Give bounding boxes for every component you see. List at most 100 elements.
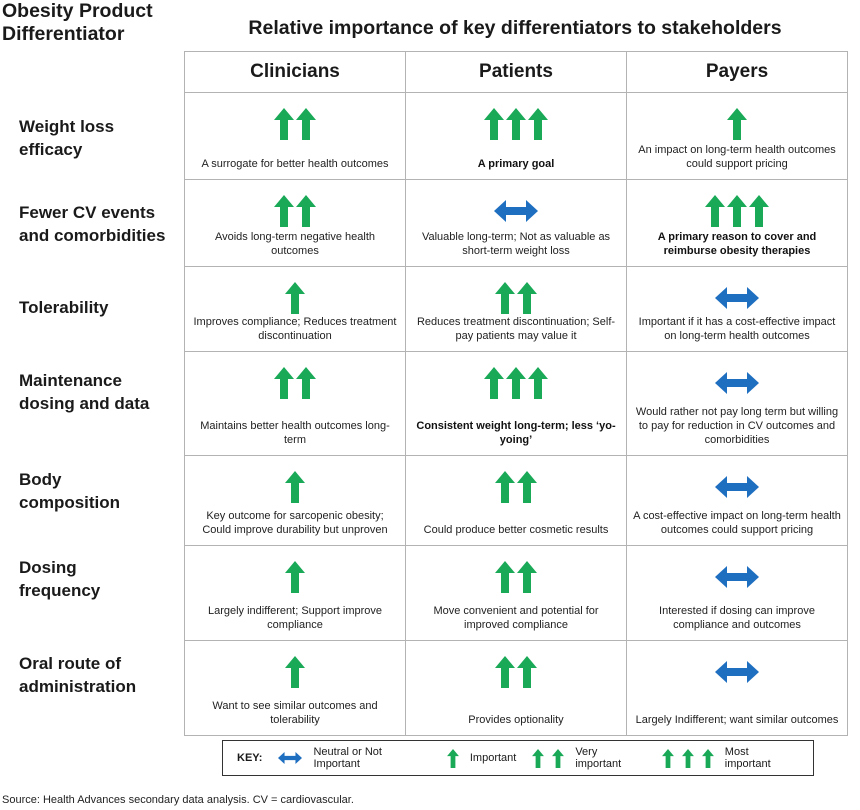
up-arrow-icon-shape xyxy=(296,108,316,140)
cell-description: Key outcome for sarcopenic obesity; Coul… xyxy=(202,510,388,536)
table-cell: Want to see similar outcomes and tolerab… xyxy=(184,640,406,736)
cell-content: Reduces treatment discontinuation; Self-… xyxy=(406,267,626,351)
corner-title-line-1: Obesity Product xyxy=(2,0,153,22)
table-cell: Avoids long-term negative health outcome… xyxy=(184,179,406,267)
up-arrow-icon xyxy=(495,281,537,315)
row-label: Body composition xyxy=(19,468,120,514)
up-arrow-icon xyxy=(484,107,548,141)
cell-description: Improves compliance; Reduces treatment d… xyxy=(193,316,397,342)
cell-content: A primary goal xyxy=(406,93,626,179)
table-cell: Would rather not pay long term but willi… xyxy=(626,351,848,456)
table-cell: Reduces treatment discontinuation; Self-… xyxy=(405,266,627,352)
key-item: Important xyxy=(446,741,516,775)
up-arrow-icon-shape xyxy=(517,471,537,503)
up-arrow-icon-shape xyxy=(701,748,714,768)
up-arrow-icon xyxy=(446,741,465,775)
table-cell: Largely indifferent; Support improve com… xyxy=(184,545,406,641)
up-arrow-icon xyxy=(661,741,720,775)
cell-content: Largely indifferent; Support improve com… xyxy=(185,546,405,640)
cell-content: Move convenient and potential for improv… xyxy=(406,546,626,640)
up-arrow-icon xyxy=(274,366,316,400)
up-arrow-icon-shape xyxy=(506,108,526,140)
cell-content: Consistent weight long-term; less ‘yo-yo… xyxy=(406,352,626,455)
up-arrow-icon-shape xyxy=(532,748,545,768)
cell-description: Could produce better cosmetic results xyxy=(423,524,609,536)
cell-content: Could produce better cosmetic results xyxy=(406,456,626,545)
cell-content: Want to see similar outcomes and tolerab… xyxy=(185,641,405,735)
table-cell: Key outcome for sarcopenic obesity; Coul… xyxy=(184,455,406,546)
table-row: Largely indifferent; Support improve com… xyxy=(184,545,848,641)
up-arrow-icon-shape xyxy=(506,367,526,399)
row-label-line: frequency xyxy=(19,581,101,600)
cell-description: A primary goal xyxy=(477,158,555,170)
table-cell: Consistent weight long-term; less ‘yo-yo… xyxy=(405,351,627,456)
row-label-line: Body xyxy=(19,470,62,489)
table-cell: Provides optionality xyxy=(405,640,627,736)
row-label: Oral route of administration xyxy=(19,652,136,698)
cell-description: A surrogate for better health outcomes xyxy=(201,158,389,170)
row-label-line: composition xyxy=(19,493,121,512)
up-arrow-icon xyxy=(495,470,537,504)
table-cell: A cost-effective impact on long-term hea… xyxy=(626,455,848,546)
up-arrow-icon-shape xyxy=(517,656,537,688)
double-arrow-icon-shape xyxy=(715,372,759,394)
double-arrow-icon-shape xyxy=(715,661,759,683)
table-header-row: Clinicians Patients Payers xyxy=(184,51,848,93)
cell-content: Interested if dosing can improve complia… xyxy=(627,546,847,640)
cell-description: Would rather not pay long term but willi… xyxy=(635,406,839,446)
table-row: A surrogate for better health outcomes A … xyxy=(184,92,848,180)
corner-title-line-2: Differentiator xyxy=(2,23,125,45)
row-label: Tolerability xyxy=(19,296,108,319)
cell-content: A primary reason to cover and reimburse … xyxy=(627,180,847,266)
double-arrow-icon-shape xyxy=(715,287,759,309)
up-arrow-icon-shape xyxy=(274,195,294,227)
double-arrow-icon xyxy=(278,741,308,775)
double-arrow-icon-shape xyxy=(715,566,759,588)
differentiator-table: Clinicians Patients Payers A surrogate f… xyxy=(184,51,848,736)
cell-content: Largely Indifferent; want similar outcom… xyxy=(627,641,847,735)
up-arrow-icon xyxy=(274,194,316,228)
cell-content: Maintains better health outcomes long-te… xyxy=(185,352,405,455)
cell-content: Would rather not pay long term but willi… xyxy=(627,352,847,455)
cell-description: Largely Indifferent; want similar outcom… xyxy=(635,714,839,726)
cell-description: Valuable long-term; Not as valuable as s… xyxy=(421,231,611,257)
table-row: Improves compliance; Reduces treatment d… xyxy=(184,266,848,352)
up-arrow-icon-shape xyxy=(296,367,316,399)
double-arrow-icon xyxy=(715,655,759,689)
up-arrow-icon-shape xyxy=(727,195,747,227)
cell-description: Avoids long-term negative health outcome… xyxy=(214,231,375,257)
cell-description: Maintains better health outcomes long-te… xyxy=(200,420,390,446)
table-cell: Largely Indifferent; want similar outcom… xyxy=(626,640,848,736)
up-arrow-icon-shape xyxy=(495,561,515,593)
up-arrow-icon xyxy=(285,470,305,504)
row-label-line: Oral route of xyxy=(19,654,122,673)
row-label: Weight loss efficacy xyxy=(19,115,114,161)
cell-content: An impact on long-term health outcomes c… xyxy=(627,93,847,179)
row-label-line: and comorbidities xyxy=(19,226,166,245)
table-cell: A surrogate for better health outcomes xyxy=(184,92,406,180)
double-arrow-icon xyxy=(715,281,759,315)
key-item: Neutral or Not Important xyxy=(278,741,430,775)
row-label-line: Fewer CV events xyxy=(19,203,156,222)
double-arrow-icon-shape xyxy=(278,752,303,764)
up-arrow-icon-shape xyxy=(285,656,305,688)
table-cell: Valuable long-term; Not as valuable as s… xyxy=(405,179,627,267)
cell-description: An impact on long-term health outcomes c… xyxy=(638,144,836,170)
source-note: Source: Health Advances secondary data a… xyxy=(2,794,354,806)
up-arrow-icon-shape xyxy=(285,561,305,593)
up-arrow-icon xyxy=(495,560,537,594)
up-arrow-icon-shape xyxy=(285,282,305,314)
cell-content: Important if it has a cost-effective imp… xyxy=(627,267,847,351)
up-arrow-icon xyxy=(705,194,769,228)
double-arrow-icon xyxy=(715,366,759,400)
double-arrow-icon-shape xyxy=(494,200,538,222)
column-header-clinicians: Clinicians xyxy=(184,51,406,93)
table-cell: A primary goal xyxy=(405,92,627,180)
cell-content: Provides optionality xyxy=(406,641,626,735)
row-label-line: administration xyxy=(19,677,137,696)
up-arrow-icon xyxy=(274,107,316,141)
cell-description: Consistent weight long-term; less ‘yo-yo… xyxy=(416,420,616,446)
cell-description: Largely indifferent; Support improve com… xyxy=(207,605,383,631)
table-cell: Could produce better cosmetic results xyxy=(405,455,627,546)
double-arrow-icon xyxy=(494,194,538,228)
